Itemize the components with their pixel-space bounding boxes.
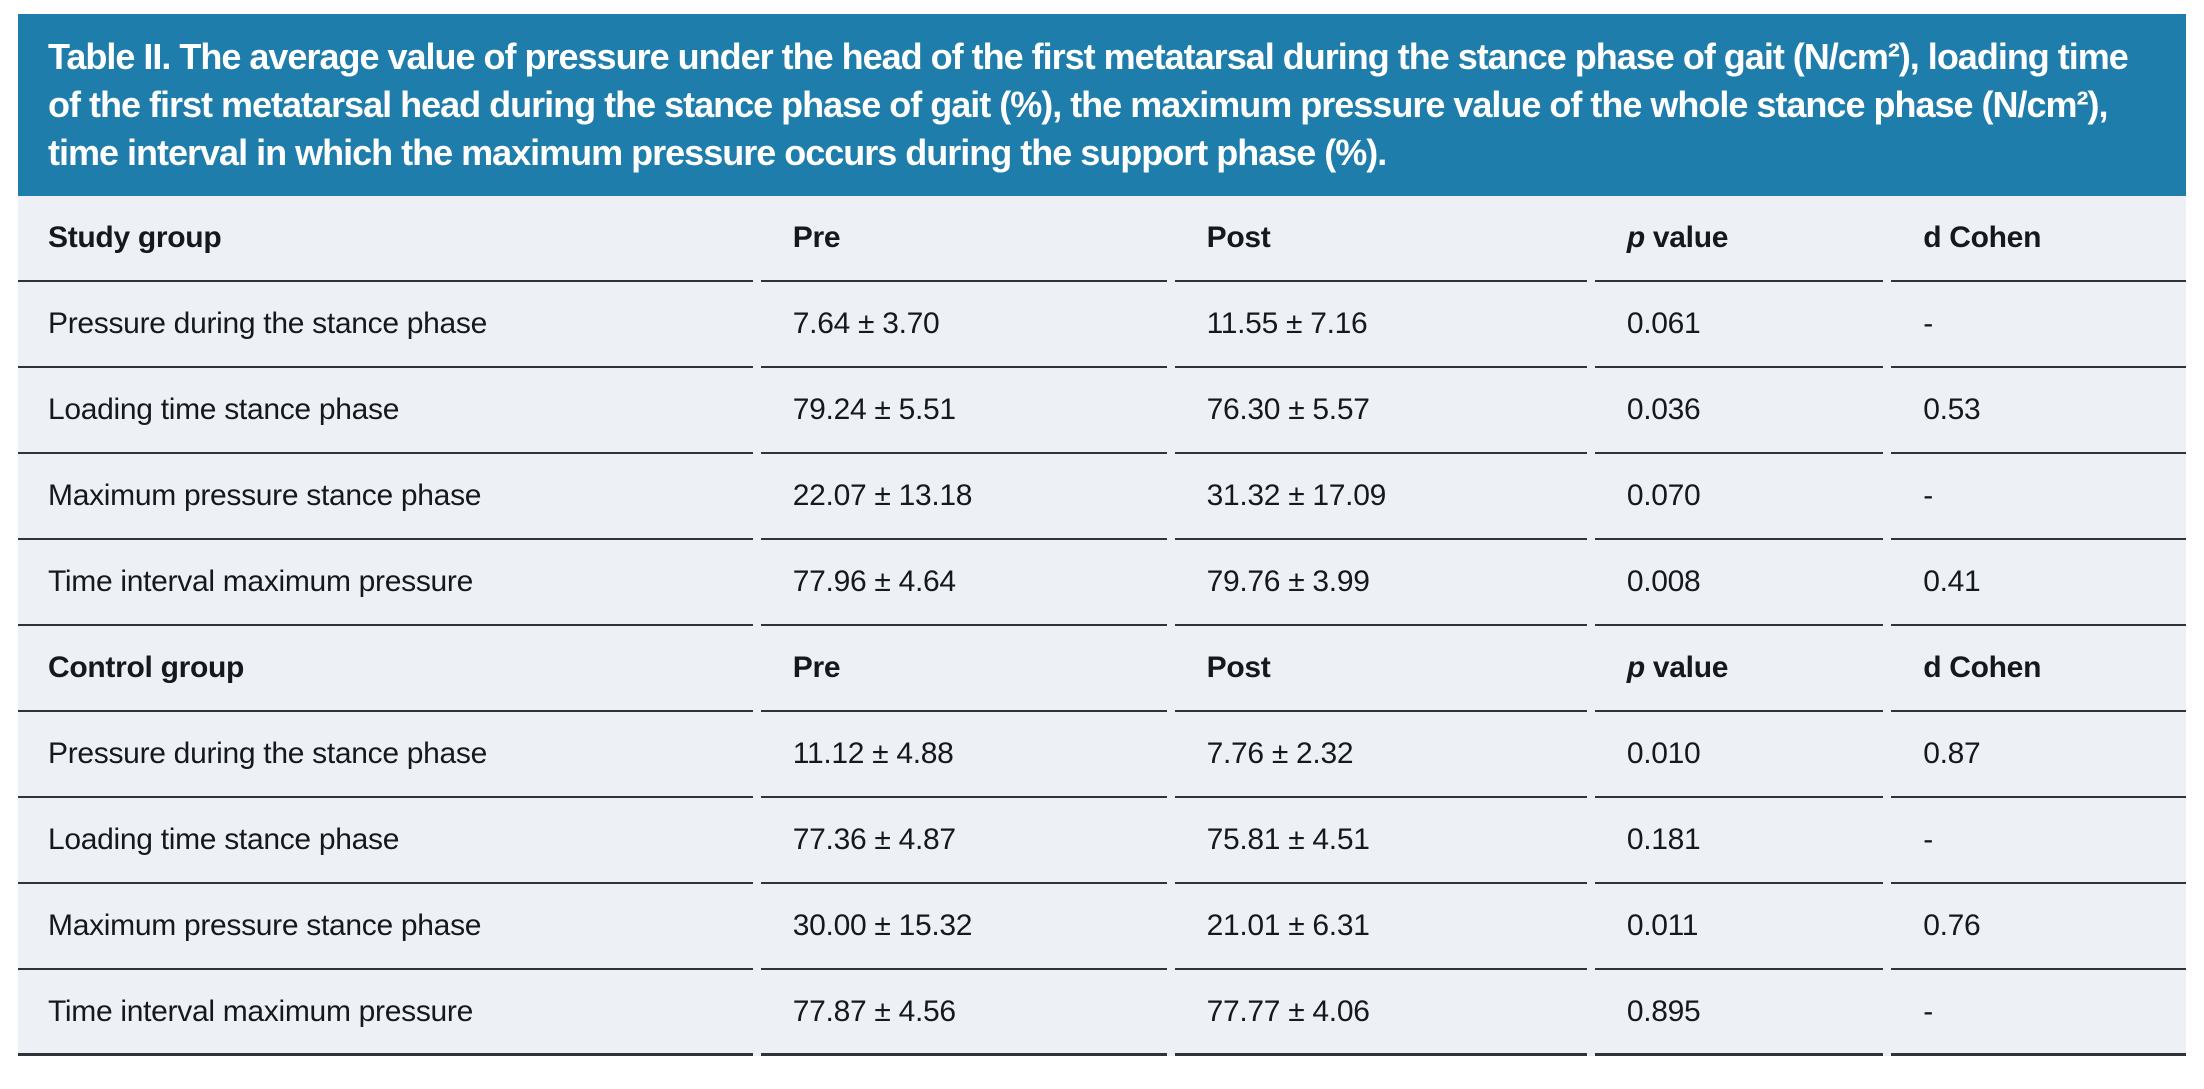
p-value-cell: 0.895 — [1594, 970, 1884, 1056]
pre-cell: 79.24 ± 5.51 — [760, 368, 1167, 454]
d-cohen-cell: - — [1891, 798, 2186, 884]
d-cohen-cell: - — [1891, 454, 2186, 540]
row-label: Maximum pressure stance phase — [18, 884, 753, 970]
pre-cell: 11.12 ± 4.88 — [760, 712, 1167, 798]
column-header-post: Post — [1174, 196, 1587, 282]
column-header-pre: Pre — [760, 626, 1167, 712]
table-caption-text: Table II. The average value of pressure … — [48, 36, 2129, 173]
post-cell: 7.76 ± 2.32 — [1174, 712, 1587, 798]
p-value-cell: 0.011 — [1594, 884, 1884, 970]
post-cell: 21.01 ± 6.31 — [1174, 884, 1587, 970]
row-label: Pressure during the stance phase — [18, 712, 753, 798]
group-header-control: Control group — [18, 626, 753, 712]
row-label: Loading time stance phase — [18, 368, 753, 454]
column-header-d-cohen: d Cohen — [1891, 196, 2186, 282]
row-label: Time interval maximum pressure — [18, 970, 753, 1056]
p-value-cell: 0.010 — [1594, 712, 1884, 798]
pre-cell: 22.07 ± 13.18 — [760, 454, 1167, 540]
table-row-header-control: Control group Pre Post p value d Cohen — [18, 626, 2186, 712]
row-label: Time interval maximum pressure — [18, 540, 753, 626]
post-cell: 11.55 ± 7.16 — [1174, 282, 1587, 368]
table-row: Time interval maximum pressure 77.87 ± 4… — [18, 970, 2186, 1056]
d-cohen-cell: - — [1891, 282, 2186, 368]
p-italic: p — [1626, 221, 1645, 254]
p-value-cell: 0.061 — [1594, 282, 1884, 368]
row-label: Pressure during the stance phase — [18, 282, 753, 368]
d-cohen-cell: 0.87 — [1891, 712, 2186, 798]
table-row: Maximum pressure stance phase 30.00 ± 15… — [18, 884, 2186, 970]
row-label: Maximum pressure stance phase — [18, 454, 753, 540]
column-header-p-value: p value — [1594, 196, 1884, 282]
column-header-d-cohen: d Cohen — [1891, 626, 2186, 712]
table-caption: Table II. The average value of pressure … — [18, 14, 2186, 196]
group-header-study: Study group — [18, 196, 753, 282]
table-figure: Table II. The average value of pressure … — [18, 14, 2186, 1056]
post-cell: 79.76 ± 3.99 — [1174, 540, 1587, 626]
d-cohen-cell: - — [1891, 970, 2186, 1056]
table-row: Pressure during the stance phase 7.64 ± … — [18, 282, 2186, 368]
pre-cell: 7.64 ± 3.70 — [760, 282, 1167, 368]
d-cohen-cell: 0.76 — [1891, 884, 2186, 970]
table-body: Study group Pre Post p value d Cohen Pre… — [18, 196, 2186, 1056]
p-value-cell: 0.070 — [1594, 454, 1884, 540]
table-row: Time interval maximum pressure 77.96 ± 4… — [18, 540, 2186, 626]
column-header-p-value: p value — [1594, 626, 1884, 712]
pre-cell: 77.96 ± 4.64 — [760, 540, 1167, 626]
column-header-pre: Pre — [760, 196, 1167, 282]
column-header-post: Post — [1174, 626, 1587, 712]
table-row: Pressure during the stance phase 11.12 ±… — [18, 712, 2186, 798]
p-value-cell: 0.181 — [1594, 798, 1884, 884]
d-cohen-cell: 0.53 — [1891, 368, 2186, 454]
table-row: Loading time stance phase 77.36 ± 4.87 7… — [18, 798, 2186, 884]
table-row-header-study: Study group Pre Post p value d Cohen — [18, 196, 2186, 282]
p-value-cell: 0.008 — [1594, 540, 1884, 626]
p-italic: p — [1626, 651, 1645, 684]
post-cell: 31.32 ± 17.09 — [1174, 454, 1587, 540]
p-rest: value — [1644, 221, 1729, 254]
p-rest: value — [1644, 651, 1729, 684]
post-cell: 75.81 ± 4.51 — [1174, 798, 1587, 884]
pre-cell: 30.00 ± 15.32 — [760, 884, 1167, 970]
table-row: Loading time stance phase 79.24 ± 5.51 7… — [18, 368, 2186, 454]
table-row: Maximum pressure stance phase 22.07 ± 13… — [18, 454, 2186, 540]
post-cell: 77.77 ± 4.06 — [1174, 970, 1587, 1056]
pre-cell: 77.36 ± 4.87 — [760, 798, 1167, 884]
pre-cell: 77.87 ± 4.56 — [760, 970, 1167, 1056]
data-table: Study group Pre Post p value d Cohen Pre… — [10, 196, 2194, 1056]
d-cohen-cell: 0.41 — [1891, 540, 2186, 626]
row-label: Loading time stance phase — [18, 798, 753, 884]
post-cell: 76.30 ± 5.57 — [1174, 368, 1587, 454]
p-value-cell: 0.036 — [1594, 368, 1884, 454]
